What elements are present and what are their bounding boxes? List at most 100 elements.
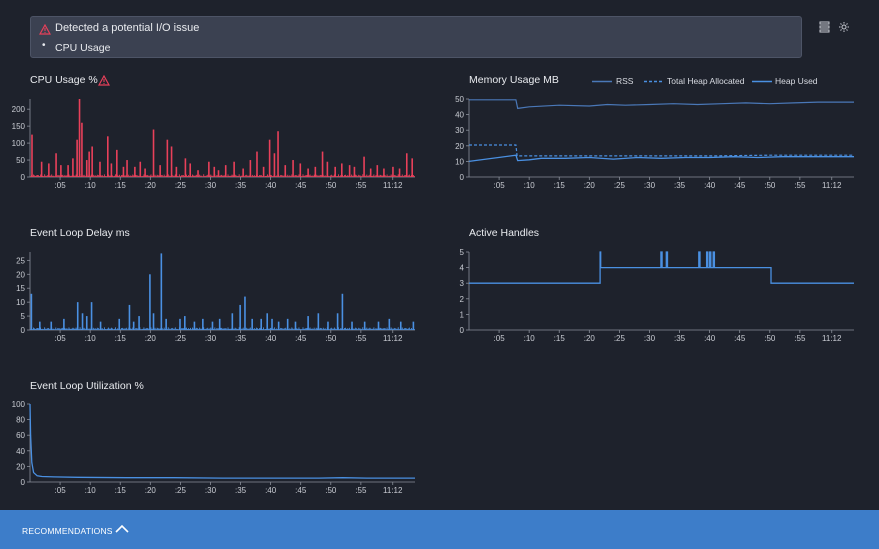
data-bar (90, 302, 93, 330)
noise-bar (295, 174, 297, 177)
noise-bar (187, 328, 188, 330)
noise-bar (287, 174, 289, 177)
noise-bar (303, 175, 305, 177)
noise-bar (88, 328, 90, 330)
noise-bar (113, 329, 114, 330)
data-bar (399, 321, 402, 330)
y-tick-label: 80 (16, 416, 25, 425)
noise-bar (155, 329, 157, 330)
noise-bar (328, 329, 330, 330)
noise-bar (216, 328, 218, 330)
noise-bar (130, 328, 132, 330)
noise-bar (125, 328, 127, 330)
noise-bar (279, 176, 281, 177)
x-tick-label: :20 (145, 486, 157, 495)
alert-item-cpu[interactable]: CPU Usage (55, 42, 111, 54)
data-bar (353, 166, 356, 177)
noise-bar (392, 328, 394, 330)
noise-bar (372, 175, 374, 177)
noise-bar (167, 327, 169, 330)
data-bar (88, 151, 90, 177)
noise-bar (317, 175, 319, 177)
sun-icon[interactable] (839, 22, 849, 32)
noise-bar (167, 174, 169, 177)
noise-bar (396, 175, 398, 177)
noise-bar (358, 174, 360, 177)
noise-bar (59, 175, 61, 177)
noise-bar (164, 176, 166, 177)
noise-bar (352, 175, 354, 177)
noise-bar (179, 176, 181, 177)
noise-bar (166, 329, 168, 330)
noise-bar (313, 327, 315, 330)
noise-bar (340, 175, 341, 177)
noise-bar (241, 175, 243, 177)
noise-bar (160, 175, 162, 177)
noise-bar (373, 327, 375, 330)
noise-bar (221, 327, 223, 330)
x-tick-label: :20 (145, 334, 157, 343)
noise-bar (137, 328, 139, 330)
noise-bar (204, 175, 206, 177)
noise-bar (300, 329, 302, 330)
warning-triangle-icon (38, 22, 52, 40)
noise-bar (82, 175, 84, 177)
noise-bar (61, 175, 63, 177)
noise-bar (186, 327, 187, 330)
noise-bar (401, 327, 403, 330)
noise-bar (274, 327, 276, 330)
noise-bar (338, 327, 339, 330)
x-tick-label: :15 (115, 334, 127, 343)
noise-bar (79, 327, 81, 330)
active-handles-chart: 0 1 2 3 4 5:05:10:15:20:25:30:35:40:45:50:55 1… (460, 248, 854, 343)
data-bar (299, 163, 302, 177)
noise-bar (123, 328, 125, 330)
handles-chart-title: Active Handles (469, 227, 540, 239)
noise-bar (54, 176, 56, 177)
noise-bar (217, 328, 219, 330)
noise-bar (163, 174, 165, 177)
noise-bar (393, 327, 395, 330)
noise-bar (407, 175, 409, 177)
noise-bar (156, 174, 158, 177)
noise-bar (38, 328, 40, 330)
data-bar (99, 321, 102, 330)
y-tick-label: 60 (16, 431, 25, 440)
data-bar (139, 161, 142, 177)
y-tick-label: 25 (16, 256, 25, 265)
noise-bar (395, 175, 397, 177)
noise-bar (103, 174, 105, 177)
noise-bar (384, 327, 386, 330)
noise-bar (268, 328, 269, 330)
data-bar (348, 165, 351, 177)
noise-bar (379, 174, 381, 177)
noise-bar (308, 328, 310, 330)
data-bar (217, 170, 220, 177)
y-tick-label: 0 (21, 326, 26, 335)
noise-bar (104, 176, 106, 177)
noise-bar (378, 176, 380, 177)
noise-bar (137, 175, 139, 177)
noise-bar (309, 327, 311, 330)
noise-bar (146, 327, 148, 330)
list-icon[interactable] (819, 21, 830, 33)
noise-bar (262, 329, 263, 330)
noise-bar (347, 175, 349, 177)
x-tick-label: :25 (175, 334, 187, 343)
noise-bar (141, 329, 143, 330)
x-tick-label: :20 (584, 334, 596, 343)
noise-bar (259, 175, 261, 177)
chevron-up-icon[interactable] (114, 522, 130, 540)
cpu-chart-title: CPU Usage % (30, 74, 98, 86)
noise-bar (301, 329, 303, 330)
recommendations-bar[interactable]: RECOMMENDATIONS (0, 510, 879, 549)
noise-bar (44, 327, 46, 330)
series-line (469, 251, 854, 284)
x-tick-label: :05 (55, 334, 67, 343)
noise-bar (390, 327, 392, 330)
x-tick-label: :25 (175, 181, 187, 190)
noise-bar (403, 328, 405, 330)
noise-bar (187, 175, 188, 177)
noise-bar (328, 176, 330, 177)
noise-bar (397, 327, 399, 330)
